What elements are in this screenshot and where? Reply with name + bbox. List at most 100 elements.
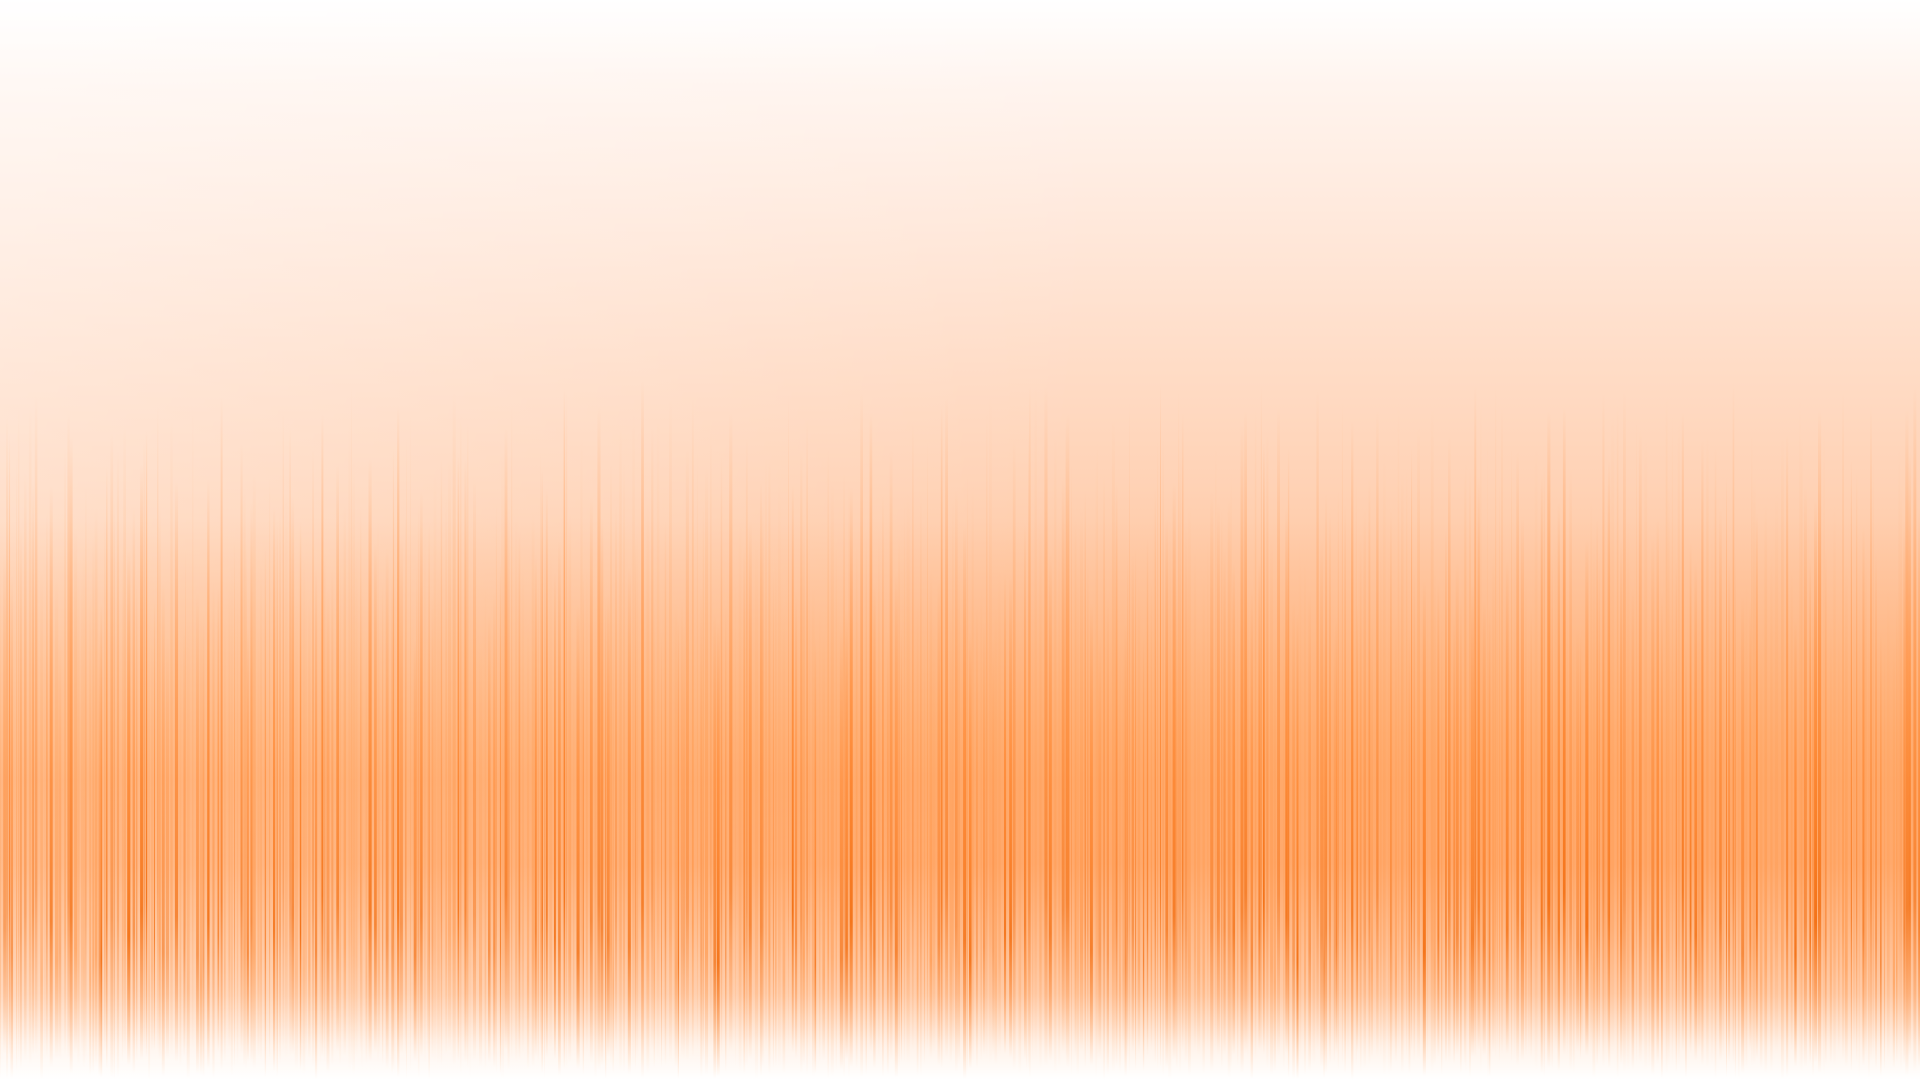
wallpaper-streak: [1175, 573, 1178, 1069]
wallpaper-streak: [460, 412, 462, 1075]
wallpaper-streak: [1818, 410, 1822, 1073]
wallpaper-streak: [1803, 486, 1807, 1068]
wallpaper-streak: [100, 602, 103, 1078]
wallpaper-streak: [998, 569, 1001, 1056]
wallpaper-streak: [1408, 628, 1411, 1074]
wallpaper-streak: [526, 621, 530, 1069]
wallpaper-streak: [1751, 429, 1753, 1067]
wallpaper-streak: [1312, 628, 1316, 1066]
wallpaper-streak: [606, 593, 610, 1057]
wallpaper-streak: [228, 574, 231, 1051]
wallpaper-streak: [467, 421, 469, 1068]
wallpaper-streak: [1344, 502, 1346, 1074]
wallpaper-streak: [743, 545, 746, 1074]
wallpaper-streak: [1611, 411, 1615, 1057]
wallpaper-streak: [1223, 546, 1226, 1055]
wallpaper-streak: [410, 412, 411, 1072]
wallpaper-streak: [1263, 443, 1265, 1055]
wallpaper-streak: [3, 551, 6, 1054]
wallpaper-streak: [700, 586, 703, 1077]
wallpaper-streak: [1605, 476, 1607, 1063]
wallpaper-streak: [151, 625, 154, 1052]
wallpaper-streak: [1316, 387, 1319, 1052]
wallpaper-streak: [113, 498, 116, 1080]
wallpaper-streak: [1534, 445, 1538, 1071]
wallpaper-streak: [339, 550, 342, 1065]
wallpaper-streak: [234, 539, 235, 1068]
wallpaper-streak: [1547, 410, 1551, 1068]
wallpaper-streak: [1918, 507, 1920, 1067]
wallpaper-streak: [568, 511, 572, 1063]
wallpaper-streak: [1865, 548, 1867, 1056]
wallpaper-streak: [343, 505, 347, 1056]
wallpaper-streak: [220, 396, 223, 1070]
wallpaper-streak: [348, 418, 351, 1071]
wallpaper-streak: [800, 448, 803, 1074]
wallpaper-streak: [615, 504, 617, 1053]
wallpaper-streak: [1058, 519, 1061, 1068]
wallpaper-streak: [145, 431, 148, 1058]
wallpaper-streak: [980, 585, 982, 1061]
wallpaper-streak: [143, 439, 145, 1053]
wallpaper-streak: [104, 514, 106, 1052]
wallpaper-streak: [1417, 426, 1420, 1060]
wallpaper-streak: [1689, 541, 1692, 1054]
wallpaper-streak: [69, 435, 73, 1074]
wallpaper-streak: [1258, 559, 1261, 1051]
wallpaper-streak: [1661, 591, 1663, 1078]
wallpaper-streak: [1323, 628, 1326, 1078]
wallpaper-streak: [865, 526, 867, 1075]
wallpaper-streak: [1207, 530, 1209, 1052]
wallpaper-streak: [566, 387, 568, 1071]
wallpaper-streak: [1370, 612, 1374, 1058]
wallpaper-streak: [1616, 402, 1619, 1078]
wallpaper-streak: [240, 443, 243, 1054]
wallpaper-streak: [1076, 557, 1079, 1075]
wallpaper-streak: [775, 558, 777, 1068]
wallpaper-streak: [355, 539, 358, 1059]
wallpaper-streak: [484, 583, 487, 1071]
wallpaper-streak: [1825, 548, 1827, 1065]
wallpaper-streak: [89, 591, 92, 1075]
wallpaper-streak: [600, 517, 604, 1066]
wallpaper-streak: [245, 538, 247, 1070]
wallpaper-streak: [849, 486, 853, 1067]
wallpaper-streak: [308, 594, 311, 1060]
wallpaper-streak: [1799, 392, 1801, 1071]
wallpaper-streak: [1098, 628, 1102, 1059]
wallpaper-streak: [186, 622, 190, 1079]
wallpaper-streak: [161, 582, 165, 1077]
wallpaper-streak: [619, 427, 622, 1072]
wallpaper-streak: [1495, 380, 1497, 1058]
wallpaper-streak: [772, 568, 774, 1070]
wallpaper-streak: [937, 578, 941, 1066]
wallpaper-streak: [1135, 547, 1137, 1071]
wallpaper-streak: [247, 628, 249, 1062]
wallpaper-streak: [264, 545, 267, 1078]
wallpaper-streak: [1471, 582, 1475, 1057]
wallpaper-streak: [1137, 581, 1141, 1054]
wallpaper-streak: [1087, 556, 1089, 1055]
wallpaper-streak: [179, 639, 182, 1067]
wallpaper-streak: [1722, 585, 1724, 1058]
wallpaper-streak: [558, 540, 561, 1076]
wallpaper-streak: [192, 404, 194, 1052]
wallpaper-streak: [878, 525, 880, 1058]
wallpaper-streak: [260, 560, 262, 1062]
wallpaper-streak: [1127, 551, 1129, 1059]
wallpaper-streak: [1790, 567, 1793, 1052]
wallpaper-streak: [1590, 496, 1592, 1054]
wallpaper-streak: [1499, 477, 1501, 1063]
wallpaper-streak: [302, 553, 306, 1074]
wallpaper-streak: [132, 506, 136, 1074]
wallpaper-streak: [549, 547, 552, 1052]
wallpaper-streak: [273, 506, 276, 1071]
wallpaper-streak: [1433, 565, 1436, 1065]
wallpaper-streak: [1631, 586, 1635, 1070]
wallpaper-streak: [1913, 384, 1917, 1072]
wallpaper-streak: [445, 492, 448, 1055]
wallpaper-streak: [1580, 633, 1581, 1059]
wallpaper-streak: [835, 537, 837, 1071]
wallpaper-streak: [545, 487, 548, 1058]
wallpaper-streak: [994, 606, 998, 1065]
